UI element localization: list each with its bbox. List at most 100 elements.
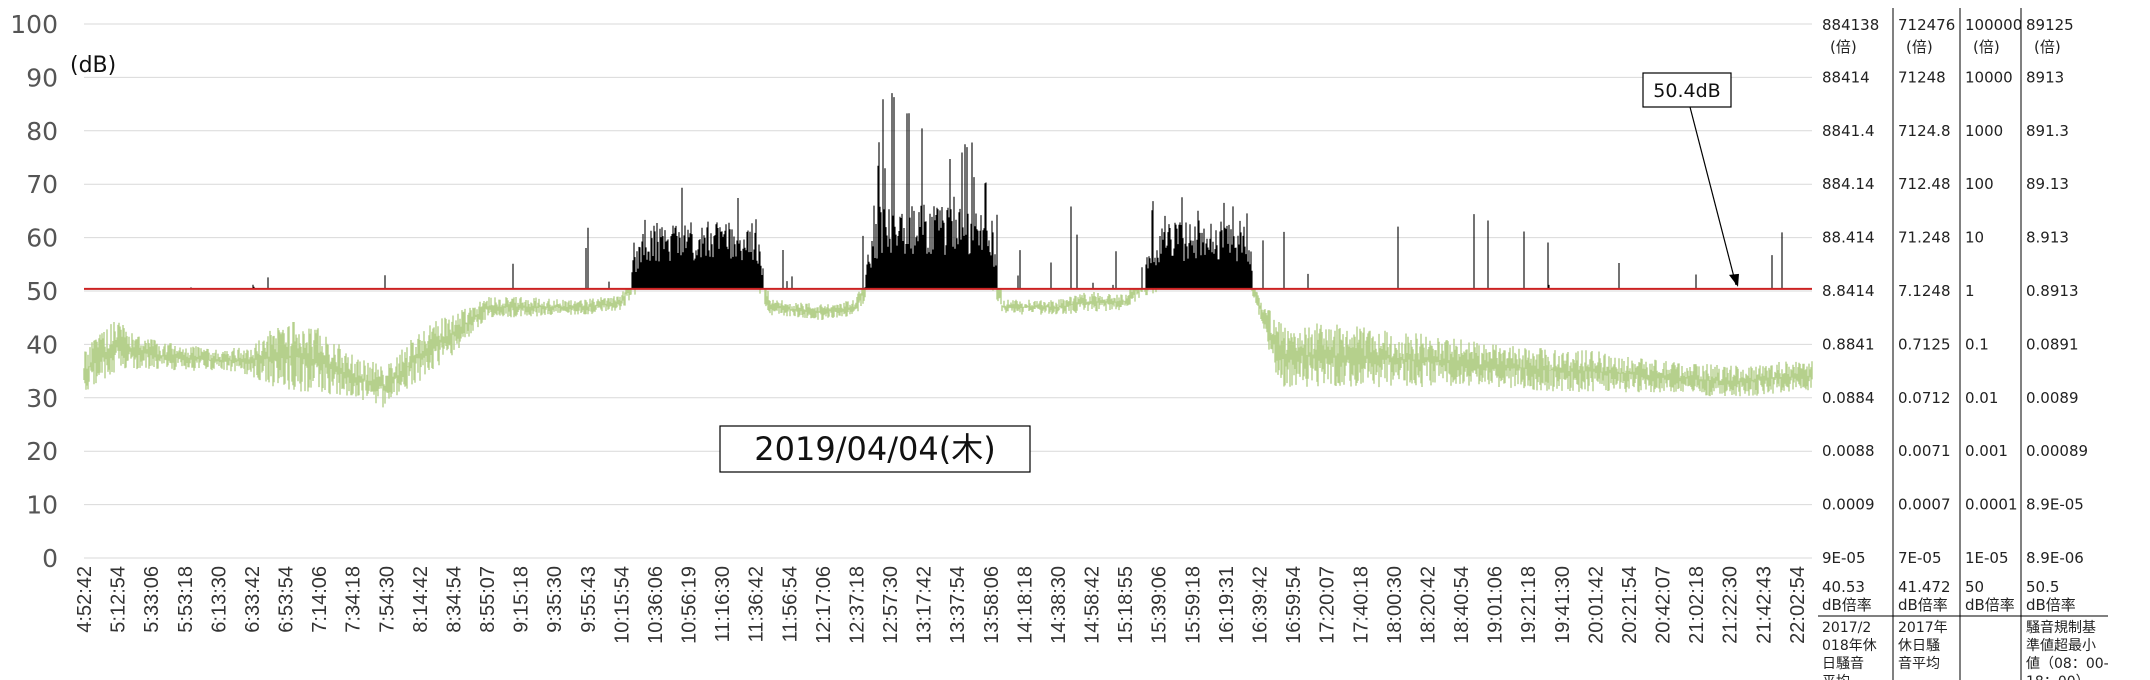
scale-header-value: 712476 <box>1898 16 1955 34</box>
y-tick-label: 60 <box>26 224 58 253</box>
scale-value: 9E-05 <box>1822 549 1866 567</box>
scale-value: 0.0071 <box>1898 442 1951 460</box>
scale-header-unit: (倍) <box>1906 38 1933 56</box>
x-tick-label: 7:34:18 <box>343 566 365 633</box>
scale-footer-unit: dB倍率 <box>1822 596 1872 614</box>
x-tick-label: 8:55:07 <box>477 566 499 633</box>
scale-value: 0.0891 <box>2026 335 2079 353</box>
x-tick-label: 18:40:54 <box>1451 566 1473 644</box>
x-tick-label: 14:18:18 <box>1014 566 1036 644</box>
callout-arrowhead <box>1729 273 1739 287</box>
scale-footer-value: 50.5 <box>2026 578 2059 596</box>
scale-footnote: 2017年 <box>1898 620 1948 636</box>
multiplier-table: 884138 (倍) 88414 8841.4 884.14 88.414 8.8414 0.… <box>1818 8 2109 680</box>
scale-value: 0.7125 <box>1898 335 1951 353</box>
scale-value: 0.0089 <box>2026 389 2079 407</box>
scale-value: 1 <box>1965 282 1975 300</box>
scale-value: 8.9E-05 <box>2026 496 2084 514</box>
y-tick-label: 20 <box>26 437 58 466</box>
x-tick-label: 4:52:42 <box>74 566 96 633</box>
y-tick-label: 80 <box>26 117 58 146</box>
x-tick-label: 7:54:30 <box>376 566 398 633</box>
scale-value: 8.8414 <box>1822 282 1875 300</box>
date-box <box>719 425 1031 473</box>
gridlines <box>84 23 1812 559</box>
scale-value: 7124.8 <box>1898 122 1951 140</box>
scale-footnote: 値（08：00- <box>2026 656 2109 672</box>
scale-value: 10000 <box>1965 68 2013 86</box>
x-tick-label: 20:42:07 <box>1653 566 1675 644</box>
scale-header-value: 89125 <box>2026 16 2074 34</box>
x-tick-label: 18:00:30 <box>1384 566 1406 644</box>
scale-header-value: 884138 <box>1822 16 1879 34</box>
scale-value: 71.248 <box>1898 229 1951 247</box>
scale-footnote: 2017/2 <box>1822 620 1871 636</box>
x-tick-label: 17:40:18 <box>1350 566 1372 644</box>
x-tick-label: 21:42:43 <box>1753 566 1775 644</box>
scale-value: 712.48 <box>1898 175 1951 193</box>
scale-header-unit: (倍) <box>1973 38 2000 56</box>
scale-value: 8.9E-06 <box>2026 549 2084 567</box>
scale-footer-value: 41.472 <box>1898 578 1951 596</box>
x-tick-label: 16:39:42 <box>1249 566 1271 644</box>
x-tick-label: 11:16:30 <box>712 566 734 642</box>
scale-value: 71248 <box>1898 68 1946 86</box>
scale-value: 89.13 <box>2026 175 2069 193</box>
x-tick-label: 11:36:42 <box>746 566 768 642</box>
x-tick-label: 9:15:18 <box>511 566 533 633</box>
x-tick-label: 17:20:07 <box>1317 566 1339 644</box>
x-tick-label: 20:01:42 <box>1585 566 1607 644</box>
scale-value: 0.0009 <box>1822 496 1875 514</box>
threshold-callout-box <box>1642 72 1732 108</box>
x-tick-label: 7:14:06 <box>309 566 331 633</box>
x-tick-label: 13:37:54 <box>947 566 969 644</box>
x-tick-label: 8:14:42 <box>410 566 432 633</box>
y-tick-label: 70 <box>26 170 58 199</box>
scale-header-unit: (倍) <box>1830 38 1857 56</box>
x-tick-label: 12:37:18 <box>846 566 868 644</box>
x-tick-label: 19:41:30 <box>1552 566 1574 644</box>
y-tick-label: 100 <box>10 10 58 39</box>
scale-value: 88414 <box>1822 68 1870 86</box>
x-tick-label: 20:21:54 <box>1619 566 1641 644</box>
y-tick-label: 90 <box>26 63 58 92</box>
x-tick-label: 19:01:06 <box>1485 566 1507 644</box>
scale-footnote: 平均 <box>1822 674 1850 680</box>
scale-footnote: 音平均 <box>1898 655 1940 672</box>
date-label: 2019/04/04(木) <box>754 430 995 468</box>
scale-value: 0.0884 <box>1822 389 1875 407</box>
scale-header-value: 100000 <box>1965 16 2022 34</box>
scale-value: 1E-05 <box>1965 549 2009 567</box>
threshold-callout-label: 50.4dB <box>1653 80 1720 102</box>
x-tick-label: 15:18:55 <box>1115 566 1137 644</box>
scale-value: 0.8913 <box>2026 282 2079 300</box>
scale-footer-value: 40.53 <box>1822 578 1865 596</box>
scale-value: 7E-05 <box>1898 549 1942 567</box>
scale-value: 1000 <box>1965 122 2003 140</box>
x-tick-label: 13:17:42 <box>914 566 936 644</box>
x-tick-label: 5:53:18 <box>175 566 197 633</box>
x-tick-label: 15:39:06 <box>1149 566 1171 644</box>
x-tick-label: 12:17:06 <box>813 566 835 644</box>
threshold-group <box>84 106 1812 290</box>
x-tick-label: 14:58:42 <box>1082 566 1104 644</box>
scale-footer-unit: dB倍率 <box>1965 596 2015 614</box>
x-axis: 4:52:42 5:12:54 5:33:06 5:53:18 6:13:30 6:33:… <box>74 566 1809 644</box>
noise-above-threshold <box>190 93 1783 289</box>
x-tick-label: 21:02:18 <box>1686 566 1708 644</box>
scale-value: 0.8841 <box>1822 335 1875 353</box>
scale-value: 0.0088 <box>1822 442 1875 460</box>
callout-leader <box>1689 106 1737 286</box>
scale-value: 0.00089 <box>2026 442 2088 460</box>
scale-footer-unit: dB倍率 <box>1898 596 1948 614</box>
x-tick-label: 19:21:18 <box>1518 566 1540 644</box>
x-tick-label: 18:20:42 <box>1417 566 1439 644</box>
x-tick-label: 12:57:30 <box>880 566 902 644</box>
scale-value: 0.0007 <box>1898 496 1951 514</box>
x-tick-label: 16:59:54 <box>1283 566 1305 644</box>
scale-value: 7.1248 <box>1898 282 1951 300</box>
scale-value: 8913 <box>2026 68 2064 86</box>
x-tick-label: 13:58:06 <box>981 566 1003 644</box>
scale-footnote: 騒音規制基 <box>2026 619 2096 636</box>
x-tick-label: 6:33:42 <box>242 566 264 633</box>
